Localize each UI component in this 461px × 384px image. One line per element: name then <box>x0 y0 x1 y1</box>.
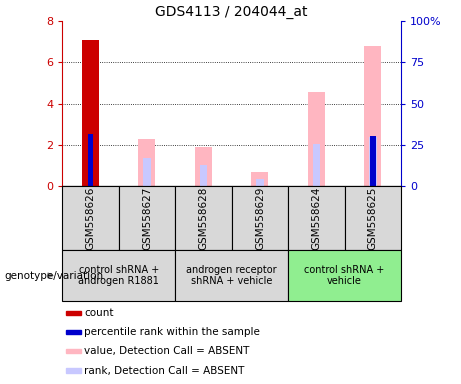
Text: genotype/variation: genotype/variation <box>5 270 104 281</box>
Bar <box>200 165 207 186</box>
Text: androgen receptor
shRNA + vehicle: androgen receptor shRNA + vehicle <box>186 265 277 286</box>
Bar <box>370 136 376 186</box>
Bar <box>251 172 268 186</box>
Text: GSM558625: GSM558625 <box>368 186 378 250</box>
Text: GSM558624: GSM558624 <box>311 186 321 250</box>
Text: control shRNA +
vehicle: control shRNA + vehicle <box>304 265 385 286</box>
Bar <box>62 250 175 301</box>
Bar <box>65 369 81 372</box>
Bar <box>195 147 212 186</box>
Text: GSM558628: GSM558628 <box>198 186 208 250</box>
Bar <box>138 139 155 186</box>
Bar <box>231 186 288 250</box>
Bar <box>118 186 175 250</box>
Text: control shRNA +
androgen R1881: control shRNA + androgen R1881 <box>78 265 159 286</box>
Bar <box>143 158 151 186</box>
Bar <box>88 134 93 186</box>
Text: count: count <box>84 308 114 318</box>
Bar <box>288 186 344 250</box>
Bar <box>62 186 118 250</box>
Bar <box>344 186 401 250</box>
Bar <box>82 40 99 186</box>
Bar <box>65 349 81 353</box>
Text: GSM558629: GSM558629 <box>255 186 265 250</box>
Bar <box>364 46 381 186</box>
Bar <box>288 250 401 301</box>
Bar <box>65 311 81 315</box>
Title: GDS4113 / 204044_at: GDS4113 / 204044_at <box>155 5 308 19</box>
Bar <box>175 250 288 301</box>
Bar <box>65 330 81 334</box>
Text: rank, Detection Call = ABSENT: rank, Detection Call = ABSENT <box>84 366 245 376</box>
Bar <box>313 144 320 186</box>
Bar <box>369 137 377 186</box>
Text: GSM558626: GSM558626 <box>85 186 95 250</box>
Bar <box>256 179 264 186</box>
Text: GSM558627: GSM558627 <box>142 186 152 250</box>
Text: percentile rank within the sample: percentile rank within the sample <box>84 327 260 337</box>
Bar <box>308 92 325 186</box>
Text: value, Detection Call = ABSENT: value, Detection Call = ABSENT <box>84 346 250 356</box>
Bar <box>175 186 231 250</box>
